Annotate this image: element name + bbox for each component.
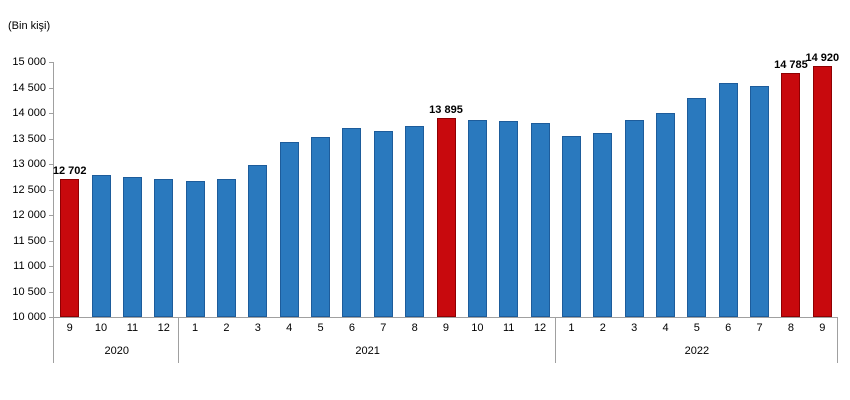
month-label-2021-7: 7 (380, 322, 387, 334)
y-tick-label: 12 500 (12, 183, 46, 196)
bar-2022-9 (812, 66, 832, 317)
y-tick-mark (49, 240, 53, 242)
bar-2021-2 (216, 179, 236, 317)
bar-value-label-2021-9: 13 895 (429, 104, 463, 117)
bar-2021-4 (279, 141, 299, 317)
y-tick-label: 13 000 (12, 158, 46, 170)
month-label-2022-9: 9 (819, 322, 826, 334)
month-label-2021-4: 4 (286, 322, 293, 334)
bar-2020-12 (154, 178, 174, 317)
y-tick-mark (49, 138, 53, 140)
year-label-2022: 2022 (684, 345, 710, 357)
year-separator (53, 317, 54, 363)
month-label-2021-2: 2 (223, 322, 230, 334)
bar-2021-12 (530, 123, 550, 317)
month-label-2021-12: 12 (533, 322, 547, 334)
bar-2022-5 (687, 97, 707, 317)
bar-2020-9 (60, 179, 80, 317)
year-label-2020: 2020 (104, 345, 129, 357)
y-tick-mark (49, 291, 53, 293)
bar-2021-7 (373, 130, 393, 317)
bar-2022-6 (718, 82, 738, 317)
y-tick-mark (49, 215, 53, 216)
bar-2021-10 (467, 119, 487, 317)
y-tick-mark (49, 164, 53, 165)
bar-2021-5 (311, 137, 331, 317)
bar-value-label-2022-9: 14 920 (805, 52, 840, 65)
month-label-2021-5: 5 (317, 322, 324, 334)
unit-label: (Bin kişi) (8, 20, 51, 32)
bar-value-label-2020-9: 12 702 (52, 165, 87, 178)
y-tick-label: 10 000 (12, 311, 46, 323)
y-tick-label: 15 000 (12, 56, 46, 68)
y-tick-mark (49, 266, 53, 267)
month-label-2020-12: 12 (157, 322, 170, 334)
bar-2022-3 (624, 120, 644, 317)
bar-2021-9 (436, 118, 456, 317)
bar-2021-8 (405, 126, 425, 317)
month-label-2022-4: 4 (662, 322, 669, 334)
bar-2022-4 (656, 113, 676, 317)
year-axis: 2020 2021 2022 (54, 340, 838, 364)
bar-2021-6 (342, 127, 362, 317)
month-axis: 9 10 11 12 1 2 3 4 5 6 7 8 9 10 11 12 1 2 3 4 5 6 7 8 9 (54, 318, 838, 340)
bar-2022-2 (593, 132, 613, 317)
year-label-2021: 2021 (355, 345, 380, 357)
month-label-2021-1: 1 (192, 322, 199, 334)
y-tick-mark (49, 317, 53, 318)
bar-2020-10 (91, 174, 111, 317)
y-tick-label: 11 500 (13, 234, 46, 247)
bar-2022-1 (561, 135, 581, 317)
month-label-2021-11: 11 (503, 322, 515, 334)
month-label-2022-2: 2 (599, 322, 606, 334)
year-separator (554, 317, 556, 363)
month-label-2021-3: 3 (254, 322, 261, 334)
month-label-2021-10: 10 (471, 322, 484, 334)
y-tick-label: 13 500 (12, 132, 46, 145)
y-tick-mark (49, 113, 53, 114)
month-label-2022-1: 1 (568, 322, 575, 334)
month-label-2022-6: 6 (725, 322, 732, 334)
month-label-2022-8: 8 (787, 322, 794, 334)
y-tick-mark (49, 189, 53, 191)
month-label-2020-9: 9 (66, 322, 73, 334)
month-label-2021-8: 8 (411, 322, 418, 334)
y-tick-label: 11 000 (13, 260, 46, 272)
plot-area: 12 702 13 895 14 785 14 920 (53, 52, 839, 318)
bar-2022-8 (781, 72, 801, 317)
month-label-2020-10: 10 (94, 322, 108, 334)
y-tick-label: 14 000 (12, 107, 46, 119)
bar-2022-7 (750, 86, 770, 317)
y-tick-mark (49, 87, 53, 89)
month-label-2022-7: 7 (756, 322, 763, 334)
bar-2021-11 (499, 120, 519, 317)
y-tick-label: 12 000 (12, 209, 46, 221)
month-label-2021-9: 9 (442, 322, 450, 334)
y-tick-label: 14 500 (12, 81, 46, 94)
bar-2021-3 (248, 164, 268, 317)
month-label-2022-5: 5 (693, 322, 700, 334)
bar-value-label-2022-8: 14 785 (774, 58, 808, 71)
bar-2020-11 (122, 176, 142, 317)
year-separator (837, 317, 838, 363)
month-label-2022-3: 3 (631, 322, 638, 334)
month-label-2021-6: 6 (348, 322, 355, 334)
y-tick-mark (49, 62, 53, 63)
year-separator (178, 317, 180, 363)
y-tick-label: 10 500 (12, 285, 46, 298)
bar-2021-1 (185, 181, 205, 317)
month-label-2020-11: 11 (126, 322, 139, 334)
